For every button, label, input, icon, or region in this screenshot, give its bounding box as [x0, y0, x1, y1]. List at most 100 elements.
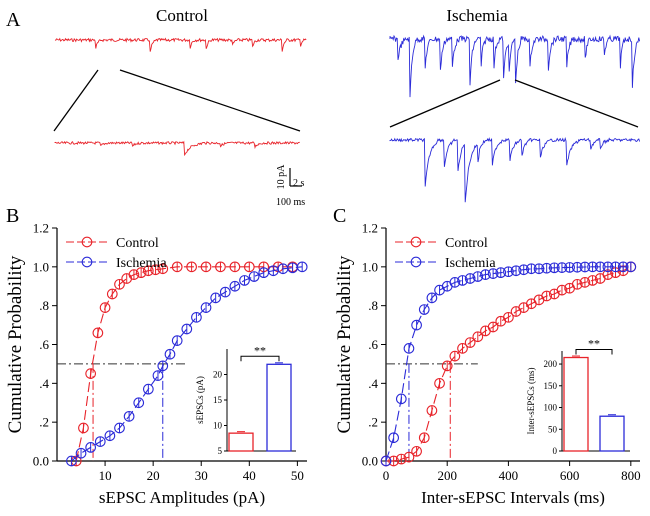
- inset-bar-control: [563, 356, 589, 452]
- ischemia-trace-zoom: [389, 136, 641, 203]
- x-axis-label: Inter-sEPSC Intervals (ms): [421, 488, 605, 507]
- y-tick-label: .4: [39, 376, 49, 391]
- x-tick-label: 50: [291, 468, 304, 483]
- x-tick-label: 0: [383, 468, 390, 483]
- x-tick-label: 400: [499, 468, 519, 483]
- y-tick-label: 0.0: [362, 454, 378, 469]
- data-point-control: [403, 451, 415, 463]
- data-point-control: [121, 273, 133, 284]
- y-tick-label: .2: [368, 415, 378, 430]
- significance-marker: **: [254, 343, 266, 357]
- inset-y-tick-label: 150: [544, 381, 558, 391]
- y-tick-label: .6: [39, 337, 49, 352]
- data-point-control: [457, 343, 468, 354]
- data-point-ischemia: [426, 292, 438, 304]
- y-tick-label: .8: [368, 298, 378, 313]
- data-point-ischemia: [94, 436, 106, 447]
- data-point-control: [114, 278, 125, 290]
- panel-b-chart: B 0.0 .2 .4 .6 .8 1.0 1.2 10 20 30 40 50 sEPSC Amplit…: [5, 205, 308, 507]
- data-point-control: [426, 405, 438, 416]
- legend-marker: [81, 236, 93, 248]
- data-point-control: [99, 302, 111, 313]
- inset-y-tick-label: 200: [544, 359, 558, 369]
- data-point-ischemia: [587, 261, 598, 273]
- legend-label: Ischemia: [445, 256, 496, 271]
- ischemia-trace-overview: [389, 34, 641, 98]
- scale-time-short-label: 100 ms: [276, 197, 305, 208]
- zoom-line-control-left: [53, 69, 99, 132]
- data-point-ischemia: [114, 422, 125, 434]
- data-point-control: [571, 278, 583, 290]
- y-tick-label: .8: [39, 298, 49, 313]
- panel-c-letter: C: [333, 205, 346, 227]
- data-point-ischemia: [564, 262, 575, 273]
- scale-bar: 10 pA 2 s 100 ms: [276, 164, 305, 208]
- data-point-control: [556, 284, 568, 296]
- data-point-ischemia: [610, 261, 621, 273]
- data-point-control: [487, 321, 499, 333]
- y-tick-label: .6: [368, 337, 378, 352]
- data-point-control: [186, 261, 197, 273]
- data-point-control: [78, 422, 89, 434]
- y-tick-label: .4: [368, 376, 378, 391]
- data-point-ischemia: [258, 267, 270, 279]
- data-point-ischemia: [480, 269, 491, 280]
- data-point-control: [142, 265, 154, 277]
- data-point-ischemia: [495, 267, 507, 279]
- data-point-control: [441, 360, 453, 372]
- control-trace-zoom: [54, 140, 301, 157]
- data-point-ischemia: [449, 277, 461, 288]
- data-point-control: [243, 261, 255, 273]
- zoom-line-ischemia-right: [514, 79, 639, 128]
- data-point-control: [106, 288, 118, 300]
- legend-label: Control: [445, 236, 488, 251]
- data-point-ischemia: [487, 268, 499, 279]
- data-point-ischemia: [267, 265, 279, 277]
- zoom-line-ischemia-left: [389, 79, 501, 128]
- data-point-ischemia: [411, 319, 422, 331]
- legend-marker: [410, 236, 422, 248]
- scale-time-long-label: 2 s: [293, 178, 305, 189]
- control-title: Control: [156, 6, 208, 25]
- data-point-ischemia: [181, 323, 193, 335]
- data-point-ischemia: [85, 442, 97, 453]
- data-point-ischemia: [133, 397, 145, 409]
- data-point-ischemia: [171, 335, 183, 346]
- series-line-ischemia: [71, 266, 303, 462]
- data-point-ischemia: [239, 275, 250, 286]
- data-point-ischemia: [464, 273, 476, 284]
- data-point-ischemia: [602, 261, 614, 273]
- panel-c-chart: C 0.0 .2 .4 .6 .8 1.0 1.2 0 200 400 600 800 Inter-sEP…: [333, 205, 641, 507]
- data-point-control: [200, 261, 212, 273]
- legend-marker: [81, 256, 93, 268]
- data-point-ischemia: [210, 292, 222, 304]
- data-point-ischemia: [526, 263, 537, 275]
- traces: [54, 34, 641, 203]
- data-point-control: [135, 267, 147, 279]
- data-point-control: [128, 269, 140, 280]
- data-point-control: [503, 311, 514, 323]
- inset-y-tick-label: 20: [213, 370, 223, 380]
- data-point-ischemia: [472, 271, 484, 282]
- x-tick-label: 200: [437, 468, 457, 483]
- data-point-control: [92, 327, 104, 339]
- data-point-ischemia: [123, 410, 135, 422]
- y-tick-label: 1.2: [362, 221, 378, 236]
- scale-current-label: 10 pA: [276, 164, 287, 190]
- y-tick-label: 1.0: [33, 259, 49, 274]
- data-point-control: [229, 261, 241, 273]
- data-point-control: [85, 368, 97, 379]
- data-point-ischemia: [518, 264, 530, 276]
- data-point-control: [434, 377, 445, 389]
- ischemia-title: Ischemia: [446, 6, 508, 25]
- y-tick-label: 1.2: [33, 221, 49, 236]
- data-point-ischemia: [104, 430, 116, 442]
- data-point-control: [449, 350, 461, 362]
- x-tick-label: 30: [195, 468, 208, 483]
- data-point-ischemia: [380, 455, 392, 467]
- y-axis-label: Cumulative Probability: [5, 255, 26, 433]
- significance-bracket: [240, 355, 280, 362]
- data-point-control: [215, 261, 226, 273]
- x-tick-label: 600: [560, 468, 580, 483]
- x-axis-label: sEPSC Amplitudes (pA): [99, 488, 265, 507]
